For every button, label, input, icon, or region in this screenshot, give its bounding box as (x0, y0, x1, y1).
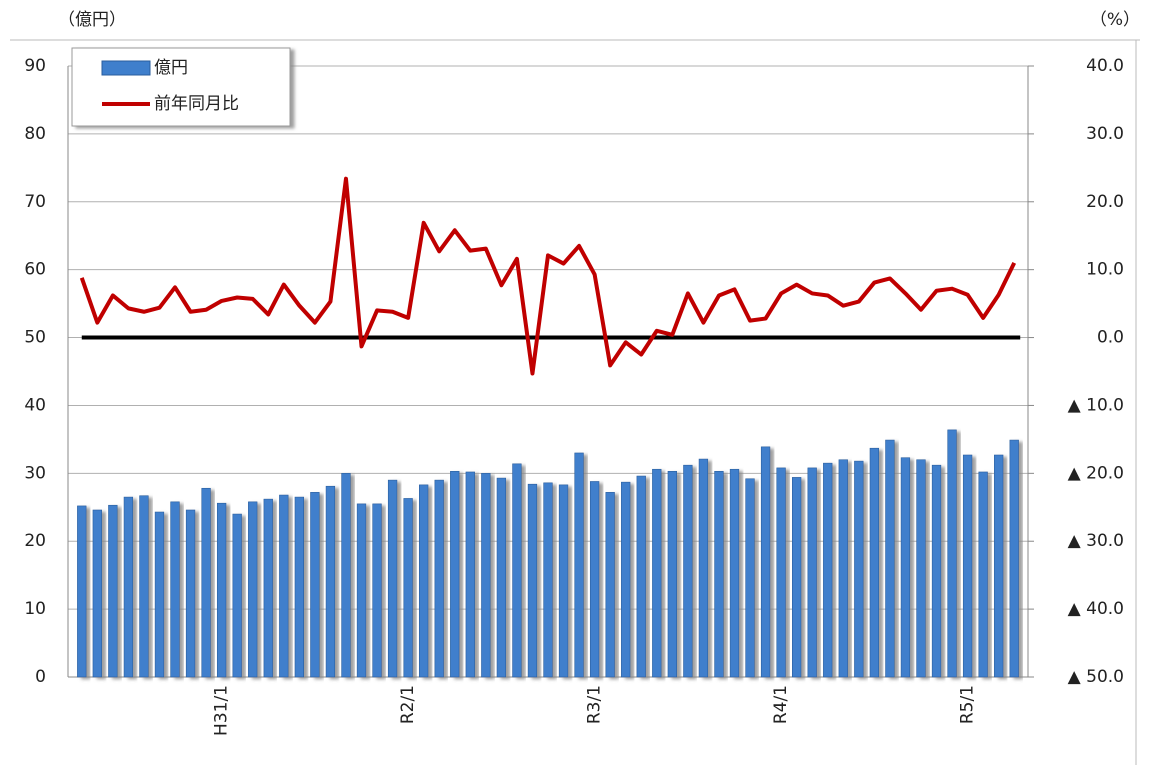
y-tick-label: 70 (24, 192, 46, 212)
y-tick-label: 60 (24, 260, 46, 280)
y2-tick-label: ▲ 10.0 (1068, 395, 1124, 415)
y-tick-label: 30 (24, 463, 46, 483)
bar (512, 463, 522, 678)
bar (636, 475, 646, 678)
bar (77, 505, 87, 678)
y2-tick-label: ▲ 20.0 (1068, 463, 1124, 483)
bar (403, 498, 413, 678)
x-tick-label: R5/1 (958, 685, 978, 724)
y2-tick-label: 20.0 (1086, 192, 1124, 212)
y-tick-label: 80 (24, 124, 46, 144)
bar (341, 473, 351, 678)
bar (776, 467, 786, 678)
bar (372, 503, 382, 678)
y2-tick-label: ▲ 50.0 (1068, 667, 1124, 687)
bar (807, 467, 817, 678)
bar (216, 502, 227, 678)
bar (170, 501, 180, 678)
y-tick-label: 90 (24, 56, 46, 76)
bar (683, 464, 693, 678)
bar (729, 468, 740, 678)
x-tick-label: R3/1 (585, 685, 605, 724)
bar (589, 481, 600, 678)
bar (248, 501, 258, 678)
bar (916, 459, 926, 678)
legend-label: 億円 (154, 58, 188, 78)
bar (962, 454, 973, 678)
bar (185, 509, 196, 678)
line (79, 176, 1017, 376)
bar (931, 464, 942, 678)
y2-tick-label: 0.0 (1097, 328, 1124, 348)
bar (279, 494, 289, 678)
bar (154, 511, 165, 678)
bar (481, 473, 491, 678)
bar (714, 470, 724, 678)
bar (838, 459, 848, 678)
bar (885, 439, 895, 678)
bar (1009, 439, 1019, 678)
bar (139, 495, 149, 678)
bar (123, 496, 134, 678)
grid: 0 10 20 30 40 50 60 70 80 90 40.0 30.0 20.0 10.0 0.0 ▲ … (24, 56, 1124, 736)
bar (994, 454, 1004, 678)
bar (605, 492, 615, 678)
bar (465, 471, 475, 678)
bar (698, 458, 709, 678)
y-tick-label: 10 (24, 599, 46, 619)
bar (387, 479, 398, 678)
bars (77, 429, 1019, 678)
bar (760, 446, 771, 678)
y2-tick-label: ▲ 40.0 (1068, 599, 1124, 619)
bar (652, 468, 662, 678)
bar (108, 504, 118, 678)
bar (450, 470, 460, 678)
bar (434, 479, 444, 678)
y-tick-label: 0 (35, 667, 46, 687)
bar (294, 496, 304, 678)
bar (854, 460, 864, 678)
x-tick-label: R4/1 (771, 685, 791, 724)
bar (263, 498, 273, 678)
bar (356, 503, 367, 678)
y2-tick-label: ▲ 30.0 (1068, 531, 1124, 551)
bar (947, 429, 957, 678)
bar (543, 482, 553, 678)
bar (745, 478, 755, 678)
bar (978, 471, 988, 678)
bar (232, 513, 242, 678)
bar (900, 457, 911, 678)
bar (792, 477, 802, 678)
y2-tick-label: 30.0 (1086, 124, 1124, 144)
bar (201, 487, 211, 678)
bar (621, 481, 631, 678)
bar (92, 509, 102, 678)
x-tick-label: H31/1 (212, 685, 232, 736)
y-axis-title: （億円） (58, 10, 126, 30)
x-tick-label: R2/1 (398, 685, 418, 724)
bar (310, 492, 320, 678)
legend-swatch (101, 60, 151, 76)
bar (869, 447, 880, 678)
y-tick-label: 20 (24, 531, 46, 551)
bar (558, 484, 569, 678)
bar (419, 484, 429, 678)
bar (823, 462, 833, 678)
legend-label: 前年同月比 (154, 94, 239, 114)
bar (574, 452, 584, 678)
y-tick-label: 40 (24, 395, 46, 415)
bar (527, 483, 538, 678)
y2-axis-title: （%） (1090, 10, 1140, 30)
y2-tick-label: 40.0 (1086, 56, 1124, 76)
y-tick-label: 50 (24, 328, 46, 348)
bar (496, 477, 507, 678)
bar (325, 485, 336, 678)
y2-tick-label: 10.0 (1086, 260, 1124, 280)
bar (667, 470, 677, 678)
